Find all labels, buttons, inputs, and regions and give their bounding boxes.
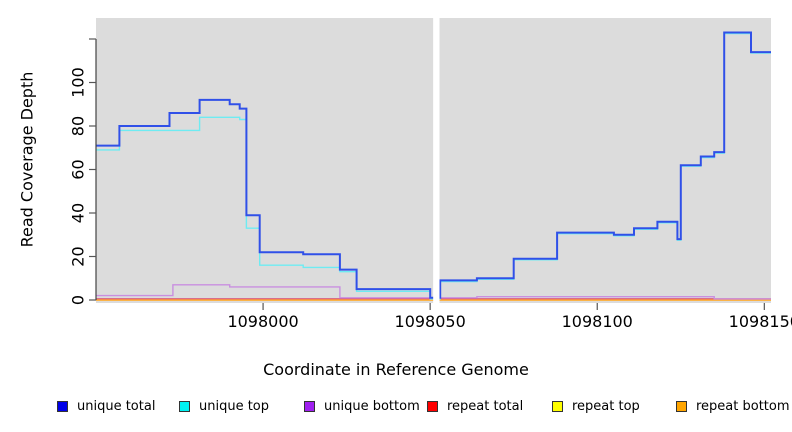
- y-tick-label: 100: [69, 67, 88, 98]
- series-line-unique-total: [96, 31, 771, 299]
- y-tick-label: 0: [69, 295, 88, 305]
- x-tick-label: 1098150: [729, 312, 792, 331]
- x-tick-label: 1098050: [395, 312, 466, 331]
- coverage-gap-band: [433, 18, 440, 303]
- x-axis-title: Coordinate in Reference Genome: [263, 360, 529, 379]
- y-tick-label: 40: [69, 203, 88, 223]
- y-tick-label: 80: [69, 116, 88, 136]
- y-tick-label: 20: [69, 246, 88, 266]
- y-tick-label: 60: [69, 159, 88, 179]
- x-tick-label: 1098100: [562, 312, 633, 331]
- x-tick-label: 1098000: [227, 312, 298, 331]
- series-line-unique-bottom: [96, 284, 771, 300]
- y-axis-title: Read Coverage Depth: [17, 71, 37, 248]
